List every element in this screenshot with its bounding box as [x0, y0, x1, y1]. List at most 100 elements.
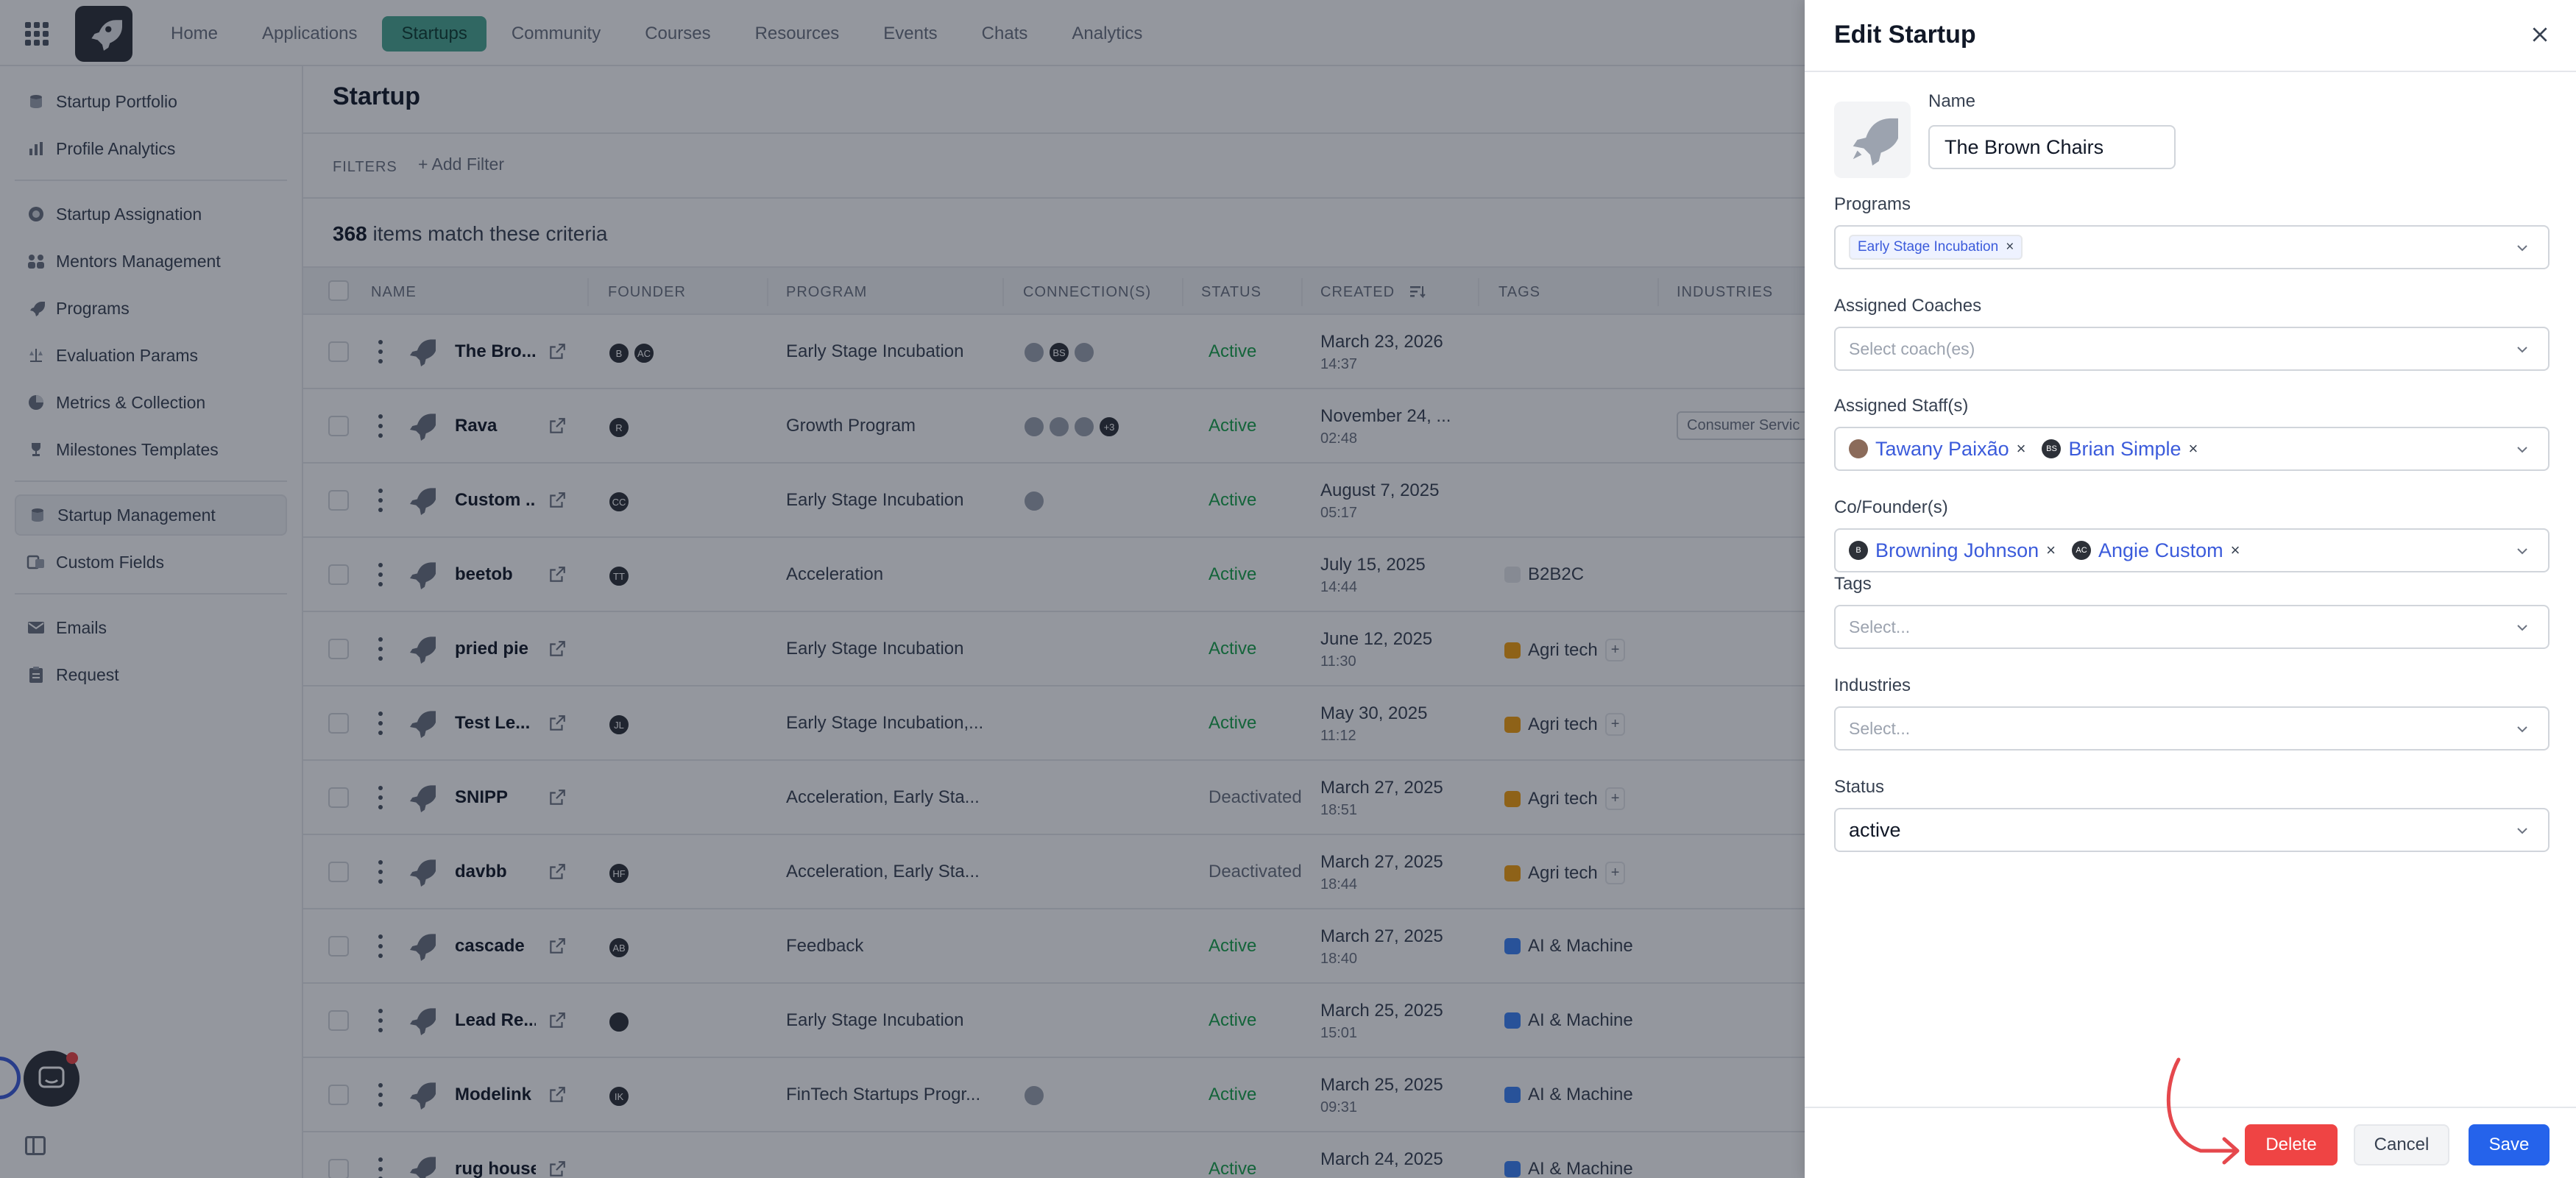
external-link-icon[interactable] [548, 491, 567, 510]
startup-name[interactable]: rug house [455, 1159, 536, 1178]
table-row[interactable]: Test Le... JL Early Stage Incubation,... Ac… [303, 686, 1805, 761]
name-input[interactable] [1928, 125, 2176, 169]
column-divider[interactable] [1301, 278, 1303, 306]
startup-name[interactable]: The Bro... [455, 341, 536, 361]
sidebar-item-startup-management[interactable]: Startup Management [15, 494, 287, 536]
external-link-icon[interactable] [548, 788, 567, 807]
row-checkbox[interactable] [328, 639, 349, 659]
remove-chip-icon[interactable]: × [2188, 439, 2198, 458]
row-checkbox[interactable] [328, 341, 349, 362]
founders-select[interactable]: B Browning Johnson × AC Angie Custom × [1834, 528, 2550, 572]
delete-button[interactable]: Delete [2245, 1124, 2338, 1165]
column-header-created[interactable]: CREATED [1320, 284, 1395, 300]
column-header-founder[interactable]: FOUNDER [608, 284, 686, 300]
staff-select[interactable]: Tawany Paixão × BS Brian Simple × [1834, 427, 2550, 471]
startup-logo-upload[interactable] [1834, 102, 1911, 178]
sidebar-item-metrics-collection[interactable]: Metrics & Collection [15, 382, 287, 423]
founder-avatar[interactable]: AB [608, 937, 630, 959]
row-menu-icon[interactable] [378, 1157, 384, 1178]
row-menu-icon[interactable] [378, 637, 384, 661]
startup-name[interactable]: Modelink [455, 1085, 532, 1104]
tags-select[interactable]: Select... [1834, 605, 2550, 649]
sidebar-item-request[interactable]: Request [15, 654, 287, 695]
nav-applications[interactable]: Applications [262, 24, 358, 43]
cancel-button[interactable]: Cancel [2354, 1124, 2449, 1165]
startup-name[interactable]: davbb [455, 862, 507, 881]
sidebar-item-profile-analytics[interactable]: Profile Analytics [15, 128, 287, 169]
row-checkbox[interactable] [328, 936, 349, 957]
nav-startups[interactable]: Startups [382, 16, 486, 52]
row-menu-icon[interactable] [378, 489, 384, 512]
external-link-icon[interactable] [548, 937, 567, 956]
nav-chats[interactable]: Chats [981, 24, 1028, 43]
row-checkbox[interactable] [328, 490, 349, 511]
connection-avatar[interactable] [1023, 341, 1045, 363]
connection-avatar[interactable] [1023, 490, 1045, 512]
sidebar-item-startup-portfolio[interactable]: Startup Portfolio [15, 81, 287, 122]
external-link-icon[interactable] [548, 416, 567, 436]
founder-avatar[interactable]: R [608, 416, 630, 439]
startup-name[interactable]: pried pie [455, 639, 529, 659]
external-link-icon[interactable] [548, 342, 567, 361]
founder-avatar[interactable]: IK [608, 1085, 630, 1107]
sort-icon[interactable] [1409, 284, 1426, 300]
row-menu-icon[interactable] [378, 414, 384, 438]
sidebar-item-evaluation-params[interactable]: Evaluation Params [15, 335, 287, 376]
startup-name[interactable]: SNIPP [455, 787, 509, 807]
table-row[interactable]: pried pie Early Stage Incubation Active Jun… [303, 612, 1805, 686]
modal-backdrop[interactable] [0, 0, 1805, 1178]
row-menu-icon[interactable] [378, 1083, 384, 1107]
row-menu-icon[interactable] [378, 786, 384, 809]
column-header-industries[interactable]: INDUSTRIES [1677, 284, 1774, 300]
sidebar-item-startup-assignation[interactable]: Startup Assignation [15, 194, 287, 235]
more-tags-badge[interactable]: + [1604, 862, 1626, 884]
column-divider[interactable] [587, 278, 589, 306]
table-row[interactable]: cascade AB Feedback Active March 27, 2025 18:… [303, 909, 1805, 984]
sidebar-item-custom-fields[interactable]: Custom Fields [15, 542, 287, 583]
nav-events[interactable]: Events [883, 24, 938, 43]
connection-avatar[interactable] [1073, 341, 1095, 363]
founder-avatar[interactable]: HF [608, 862, 630, 884]
nav-courses[interactable]: Courses [645, 24, 711, 43]
column-divider[interactable] [1657, 278, 1659, 306]
founder-avatar[interactable] [608, 1011, 630, 1033]
more-tags-badge[interactable]: + [1604, 787, 1626, 810]
startup-name[interactable]: beetob [455, 564, 513, 584]
nav-analytics[interactable]: Analytics [1072, 24, 1143, 43]
remove-chip-icon[interactable]: × [2006, 239, 2014, 255]
row-checkbox[interactable] [328, 862, 349, 882]
table-row[interactable]: The Bro... B AC Early Stage Incubation BS Act… [303, 315, 1805, 389]
external-link-icon[interactable] [548, 714, 567, 733]
table-row[interactable]: Lead Re... Early Stage Incubation Active Ma… [303, 984, 1805, 1058]
founder-avatar[interactable]: AC [633, 342, 655, 364]
close-icon[interactable] [2530, 25, 2550, 44]
column-header-program[interactable]: PROGRAM [786, 284, 868, 300]
table-row[interactable]: Rava R Growth Program +3 Active November 24, … [303, 389, 1811, 464]
row-checkbox[interactable] [328, 713, 349, 734]
connection-avatar[interactable]: +3 [1098, 416, 1120, 438]
column-divider[interactable] [1002, 278, 1004, 306]
column-divider[interactable] [767, 278, 768, 306]
industries-select[interactable]: Select... [1834, 706, 2550, 751]
external-link-icon[interactable] [548, 1085, 567, 1104]
startup-name[interactable]: cascade [455, 936, 525, 956]
row-checkbox[interactable] [328, 564, 349, 585]
startup-name[interactable]: Custom ... [455, 490, 536, 510]
column-divider[interactable] [1182, 278, 1183, 306]
add-filter-button[interactable]: + Add Filter [418, 155, 504, 174]
row-checkbox[interactable] [328, 787, 349, 808]
external-link-icon[interactable] [548, 565, 567, 584]
table-row[interactable]: beetob TT Acceleration Active July 15, 2025 1… [303, 538, 1805, 612]
founder-avatar[interactable]: JL [608, 714, 630, 736]
nav-community[interactable]: Community [511, 24, 601, 43]
chat-launcher-button[interactable] [24, 1051, 79, 1107]
startup-name[interactable]: Rava [455, 416, 498, 436]
connection-avatar[interactable] [1023, 416, 1045, 438]
row-menu-icon[interactable] [378, 934, 384, 958]
connection-avatar[interactable] [1048, 416, 1070, 438]
founder-avatar[interactable]: TT [608, 565, 630, 587]
table-row[interactable]: Custom ... CC Early Stage Incubation Active… [303, 464, 1805, 538]
column-header-status[interactable]: STATUS [1201, 284, 1262, 300]
founder-avatar[interactable]: B [608, 342, 630, 364]
sidebar-item-mentors-management[interactable]: Mentors Management [15, 241, 287, 282]
